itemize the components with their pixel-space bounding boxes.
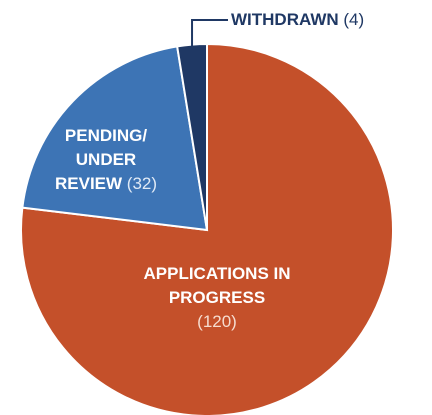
leader-line — [191, 19, 228, 47]
value-label: (4) — [343, 10, 365, 29]
slice-label: APPLICATIONS IN PROGRESS (120) — [132, 262, 302, 334]
value-label: (32) — [126, 174, 158, 193]
category-label: WITHDRAWN — [231, 10, 339, 29]
category-label: APPLICATIONS IN PROGRESS — [143, 264, 291, 307]
pie-slice — [20, 42, 394, 415]
value-label: (120) — [197, 312, 237, 331]
slice-label: WITHDRAWN (4) — [231, 8, 431, 32]
pie-slice — [21, 45, 209, 232]
slice-label: PENDING/ UNDER REVIEW (32) — [52, 124, 160, 196]
category-label: PENDING/ UNDER REVIEW — [54, 126, 148, 193]
